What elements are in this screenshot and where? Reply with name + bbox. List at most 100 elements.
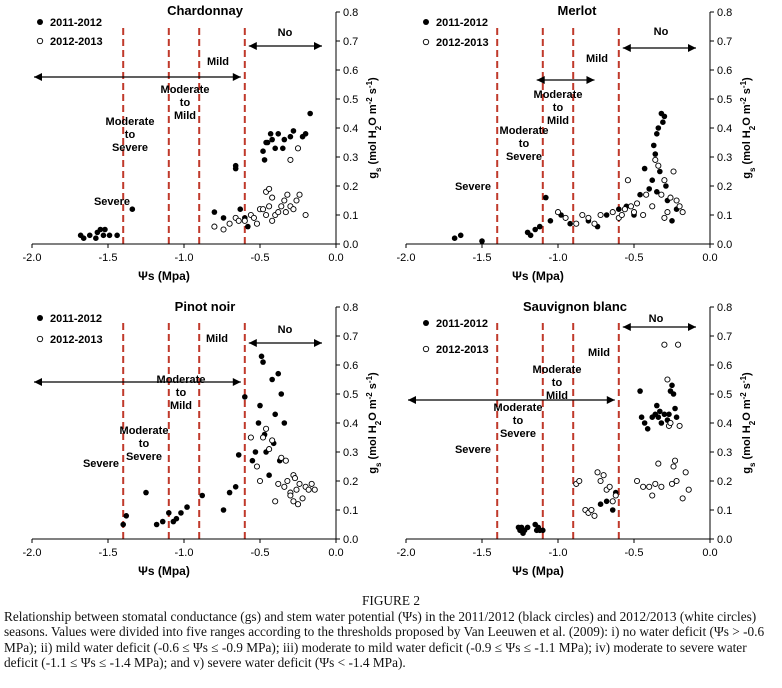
arrow-no-deficit [248,42,322,50]
x-axis-label: Ψs (Mpa) [138,269,190,283]
point-2011-2012 [80,235,87,241]
point-2011-2012 [184,504,190,510]
point-2011-2012 [211,209,218,215]
arrow-no-deficit-head-right [314,42,322,50]
range-label-4: No [649,313,664,325]
x-tick-label: 0.0 [702,547,717,559]
y-axis-label-part: -1 [739,80,748,88]
point-2012-2013 [266,203,273,210]
point-2011-2012 [272,145,279,152]
range-label-2: Moderate to Mild [533,364,582,402]
point-2012-2013 [591,512,598,519]
y-axis-label-part: 2 [748,125,757,130]
point-2011-2012 [649,177,656,183]
y-tick-label: 0.7 [717,36,732,48]
point-2011-2012 [616,206,622,212]
x-tick-label: -1.5 [99,547,118,559]
point-2012-2013 [591,220,598,227]
arrow-no-deficit [622,323,696,331]
y-axis-label-part: ) [741,372,753,376]
range-label-line: Severe [112,142,148,154]
point-2012-2013 [630,209,638,216]
range-label-line: Mild [547,115,569,127]
y-tick-label: 0.1 [343,210,358,222]
point-2012-2013 [293,486,300,493]
point-2012-2013 [676,422,683,429]
x-tick-label: -0.5 [625,547,644,559]
point-2012-2013 [284,191,291,198]
panel-title: Sauvignon blanc [523,299,627,314]
y-axis-label-part: O m [741,104,753,126]
point-2011-2012 [220,215,227,221]
point-2012-2013 [278,203,285,210]
point-2011-2012 [267,131,274,137]
point-2012-2013 [235,217,242,224]
x-tick-label: 0.0 [702,252,717,264]
point-2012-2013 [658,191,665,198]
point-2012-2013 [573,220,580,227]
point-2011-2012 [479,238,485,244]
point-2011-2012 [159,518,166,525]
point-2012-2013 [247,434,254,441]
range-label-2: Moderate to Mild [534,89,583,127]
y-axis-label-part: -2 [739,97,748,105]
range-label-3: Mild [586,53,608,65]
point-2012-2013 [646,483,653,490]
point-2012-2013 [282,457,289,464]
point-2012-2013 [253,220,261,227]
point-2011-2012 [543,194,549,201]
y-axis-label-part: 2 [748,420,757,425]
point-2011-2012 [120,521,126,528]
panel-chardonnay: -2.0 -1.5 -1.0 -0.5 0.00.0 0.1 0.2 0.3 0.4 0.5 0.6… [23,3,383,283]
range-label-line: Severe [500,428,536,440]
x-tick-label: 0.0 [328,252,343,264]
y-tick-label: 0.2 [343,181,358,193]
point-2011-2012 [275,131,282,137]
y-axis-label-part: ) [741,77,753,81]
arrow-deficit-range [34,378,241,386]
y-axis-label-part: s [748,462,757,467]
point-2012-2013 [275,480,282,487]
point-2011-2012 [536,223,543,230]
point-2012-2013 [226,220,233,227]
point-2012-2013 [667,194,674,201]
point-2011-2012 [670,391,677,397]
y-tick-label: 0.8 [717,7,732,19]
range-label-0: Severe [83,458,119,470]
point-2011-2012 [654,402,660,409]
point-2011-2012 [666,411,672,418]
arrow-deficit-range-head-left [34,73,42,81]
point-2012-2013 [266,185,273,192]
legend-label-2012-2013: 2012-2013 [50,36,103,48]
y-tick-label: 0.0 [343,239,358,251]
y-axis-label-part: g [741,467,753,474]
arrow-deficit-range-head-right [232,378,241,386]
x-tick-label: -1.0 [549,547,568,559]
point-2011-2012 [260,148,266,154]
arrow-deficit-range [34,73,241,81]
range-label-line: No [278,324,293,336]
point-2012-2013 [643,191,650,198]
point-2012-2013 [281,197,288,204]
point-2012-2013 [627,203,635,210]
arrow-no-deficit-head-left [248,339,257,347]
y-tick-label: 0.3 [343,447,358,459]
point-2012-2013 [675,341,682,348]
point-2011-2012 [660,119,666,125]
point-2012-2013 [640,483,647,490]
y-axis-label: gs (mol H2O m-2 s-1) [739,372,757,474]
y-tick-label: 0.5 [717,94,732,106]
point-2011-2012 [637,191,643,198]
legend-marker-filled [37,19,43,25]
point-2012-2013 [299,495,306,502]
point-2011-2012 [272,411,279,418]
point-2012-2013 [293,197,300,204]
point-2012-2013 [290,206,297,213]
point-2012-2013 [266,446,273,453]
point-2012-2013 [579,211,586,219]
point-2011-2012 [646,186,652,192]
range-label-1: Moderate to Severe [500,125,549,163]
point-2012-2013 [220,226,227,233]
point-2012-2013 [597,477,604,485]
range-label-line: Mild [588,347,610,359]
